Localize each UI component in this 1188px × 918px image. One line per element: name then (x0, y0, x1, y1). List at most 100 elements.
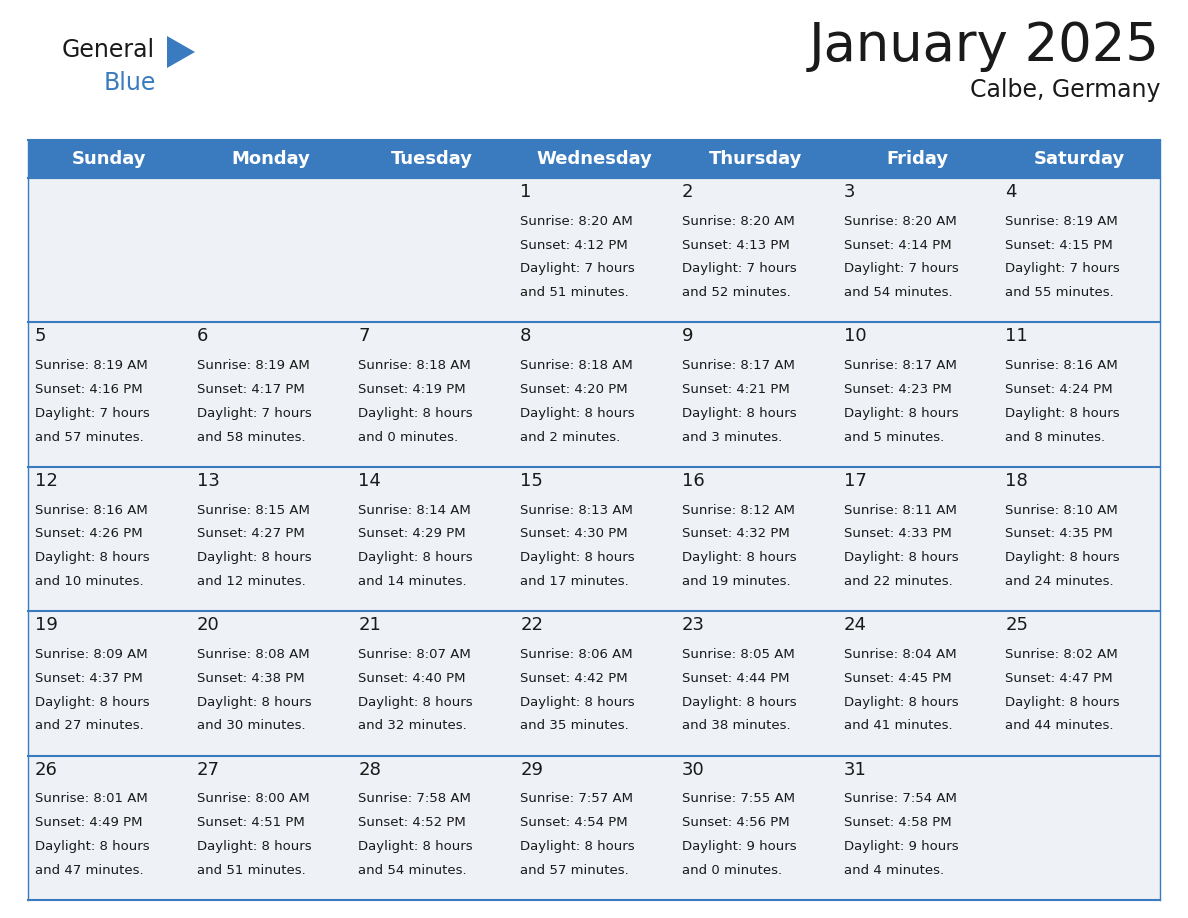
Text: Sunrise: 8:13 AM: Sunrise: 8:13 AM (520, 504, 633, 517)
Text: Sunrise: 8:07 AM: Sunrise: 8:07 AM (359, 648, 472, 661)
Text: Daylight: 8 hours: Daylight: 8 hours (1005, 551, 1120, 565)
Text: Sunset: 4:32 PM: Sunset: 4:32 PM (682, 528, 790, 541)
Text: Sunrise: 8:05 AM: Sunrise: 8:05 AM (682, 648, 795, 661)
Text: and 35 minutes.: and 35 minutes. (520, 720, 628, 733)
Text: Sunrise: 8:01 AM: Sunrise: 8:01 AM (34, 792, 147, 805)
Text: and 55 minutes.: and 55 minutes. (1005, 286, 1114, 299)
Bar (190, 322, 352, 466)
Bar (836, 756, 998, 900)
Text: Sunset: 4:47 PM: Sunset: 4:47 PM (1005, 672, 1113, 685)
Text: 14: 14 (359, 472, 381, 490)
Polygon shape (168, 36, 195, 68)
Bar (675, 140, 836, 178)
Text: Daylight: 8 hours: Daylight: 8 hours (843, 407, 959, 420)
Text: Blue: Blue (105, 71, 157, 95)
Text: Sunset: 4:12 PM: Sunset: 4:12 PM (520, 239, 628, 252)
Text: Sunrise: 8:06 AM: Sunrise: 8:06 AM (520, 648, 633, 661)
Bar (836, 466, 998, 611)
Text: Sunset: 4:19 PM: Sunset: 4:19 PM (359, 383, 466, 396)
Text: Sunset: 4:24 PM: Sunset: 4:24 PM (1005, 383, 1113, 396)
Text: Sunset: 4:16 PM: Sunset: 4:16 PM (34, 383, 143, 396)
Text: Daylight: 8 hours: Daylight: 8 hours (520, 407, 634, 420)
Text: Sunrise: 8:16 AM: Sunrise: 8:16 AM (34, 504, 147, 517)
Text: Sunrise: 8:19 AM: Sunrise: 8:19 AM (34, 359, 147, 372)
Text: Sunset: 4:13 PM: Sunset: 4:13 PM (682, 239, 790, 252)
Text: and 24 minutes.: and 24 minutes. (1005, 575, 1114, 588)
Text: and 44 minutes.: and 44 minutes. (1005, 720, 1114, 733)
Text: 27: 27 (197, 761, 220, 778)
Text: and 22 minutes.: and 22 minutes. (843, 575, 953, 588)
Text: Sunset: 4:27 PM: Sunset: 4:27 PM (197, 528, 304, 541)
Text: Sunset: 4:49 PM: Sunset: 4:49 PM (34, 816, 143, 829)
Text: Sunrise: 8:12 AM: Sunrise: 8:12 AM (682, 504, 795, 517)
Text: Daylight: 9 hours: Daylight: 9 hours (682, 840, 796, 853)
Text: Sunset: 4:26 PM: Sunset: 4:26 PM (34, 528, 143, 541)
Text: 10: 10 (843, 328, 866, 345)
Text: Daylight: 8 hours: Daylight: 8 hours (682, 696, 796, 709)
Text: and 8 minutes.: and 8 minutes. (1005, 431, 1105, 443)
Text: 17: 17 (843, 472, 866, 490)
Text: General: General (62, 38, 156, 62)
Text: 1: 1 (520, 183, 531, 201)
Bar (352, 178, 513, 322)
Bar (675, 322, 836, 466)
Text: Saturday: Saturday (1034, 150, 1125, 168)
Bar (998, 756, 1159, 900)
Text: Friday: Friday (886, 150, 948, 168)
Text: Sunrise: 8:16 AM: Sunrise: 8:16 AM (1005, 359, 1118, 372)
Text: Sunset: 4:58 PM: Sunset: 4:58 PM (843, 816, 952, 829)
Text: Daylight: 8 hours: Daylight: 8 hours (359, 551, 473, 565)
Bar (29, 322, 190, 466)
Text: and 3 minutes.: and 3 minutes. (682, 431, 782, 443)
Text: 28: 28 (359, 761, 381, 778)
Text: Daylight: 7 hours: Daylight: 7 hours (520, 263, 634, 275)
Text: Sunset: 4:51 PM: Sunset: 4:51 PM (197, 816, 304, 829)
Bar (675, 611, 836, 756)
Text: Sunrise: 8:10 AM: Sunrise: 8:10 AM (1005, 504, 1118, 517)
Text: Daylight: 7 hours: Daylight: 7 hours (682, 263, 797, 275)
Text: Daylight: 7 hours: Daylight: 7 hours (1005, 263, 1120, 275)
Text: Calbe, Germany: Calbe, Germany (969, 78, 1159, 102)
Text: and 57 minutes.: and 57 minutes. (34, 431, 144, 443)
Text: Sunrise: 7:55 AM: Sunrise: 7:55 AM (682, 792, 795, 805)
Text: and 4 minutes.: and 4 minutes. (843, 864, 943, 877)
Text: Sunset: 4:54 PM: Sunset: 4:54 PM (520, 816, 627, 829)
Text: Tuesday: Tuesday (391, 150, 473, 168)
Text: Sunset: 4:40 PM: Sunset: 4:40 PM (359, 672, 466, 685)
Text: 26: 26 (34, 761, 58, 778)
Text: Sunset: 4:15 PM: Sunset: 4:15 PM (1005, 239, 1113, 252)
Text: Monday: Monday (232, 150, 310, 168)
Bar (836, 178, 998, 322)
Text: Sunday: Sunday (71, 150, 146, 168)
Text: 22: 22 (520, 616, 543, 634)
Text: and 51 minutes.: and 51 minutes. (197, 864, 305, 877)
Text: Sunrise: 7:57 AM: Sunrise: 7:57 AM (520, 792, 633, 805)
Text: 29: 29 (520, 761, 543, 778)
Bar (352, 756, 513, 900)
Text: and 38 minutes.: and 38 minutes. (682, 720, 790, 733)
Bar (998, 140, 1159, 178)
Bar (675, 178, 836, 322)
Text: and 19 minutes.: and 19 minutes. (682, 575, 790, 588)
Text: and 57 minutes.: and 57 minutes. (520, 864, 628, 877)
Text: Daylight: 8 hours: Daylight: 8 hours (34, 551, 150, 565)
Bar (675, 466, 836, 611)
Text: 11: 11 (1005, 328, 1028, 345)
Bar (352, 466, 513, 611)
Text: 31: 31 (843, 761, 866, 778)
Text: 5: 5 (34, 328, 46, 345)
Text: and 54 minutes.: and 54 minutes. (359, 864, 467, 877)
Text: Sunset: 4:35 PM: Sunset: 4:35 PM (1005, 528, 1113, 541)
Bar (836, 322, 998, 466)
Text: Daylight: 8 hours: Daylight: 8 hours (520, 840, 634, 853)
Text: Sunset: 4:29 PM: Sunset: 4:29 PM (359, 528, 466, 541)
Text: Sunrise: 8:15 AM: Sunrise: 8:15 AM (197, 504, 310, 517)
Text: Sunrise: 8:09 AM: Sunrise: 8:09 AM (34, 648, 147, 661)
Text: Sunrise: 8:02 AM: Sunrise: 8:02 AM (1005, 648, 1118, 661)
Text: 21: 21 (359, 616, 381, 634)
Bar (29, 140, 190, 178)
Bar (998, 611, 1159, 756)
Text: Sunrise: 7:58 AM: Sunrise: 7:58 AM (359, 792, 472, 805)
Text: and 58 minutes.: and 58 minutes. (197, 431, 305, 443)
Text: January 2025: January 2025 (809, 20, 1159, 72)
